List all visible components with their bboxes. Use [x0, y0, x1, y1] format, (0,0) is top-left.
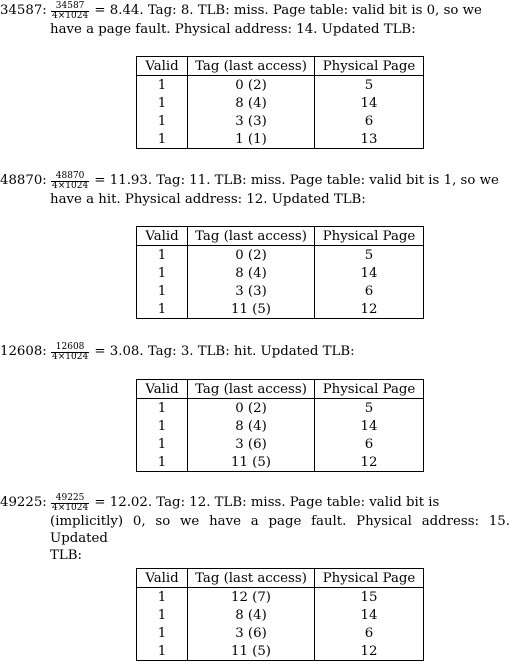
text-line-2: (implicitly) 0, so we have a page fault.… — [50, 514, 510, 546]
fraction: 34587 4×1024 — [51, 1, 90, 21]
col-tag: Tag (last access) — [187, 56, 315, 76]
entry-34587: 34587: 34587 4×1024 = 8.44. Tag: 8. TLB: … — [0, 2, 510, 149]
table-row: 1 11 (5) 12 — [136, 642, 424, 661]
entry-49225: 49225: 49225 4×1024 = 12.02. Tag: 12. TLB… — [0, 494, 510, 661]
text-line-1: = 3.08. Tag: 3. TLB: hit. Updated TLB: — [94, 344, 355, 359]
text-line-2: have a page fault. Physical address: 14.… — [50, 22, 416, 37]
text-line-1: = 12.02. Tag: 12. TLB: miss. Page table:… — [94, 495, 440, 510]
fraction: 49225 4×1024 — [51, 493, 90, 513]
text-line-3: TLB: — [50, 548, 82, 563]
text-line-1: = 11.93. Tag: 11. TLB: miss. Page table:… — [94, 173, 499, 188]
text-line-2: have a hit. Physical address: 12. Update… — [50, 192, 366, 207]
entry-12608: 12608: 12608 4×1024 = 3.08. Tag: 3. TLB: … — [0, 343, 510, 472]
text-line-1: = 8.44. Tag: 8. TLB: miss. Page table: v… — [94, 3, 482, 18]
table-header: Valid Tag (last access) Physical Page — [136, 56, 424, 76]
virtual-address: 49225: — [0, 495, 47, 510]
col-physical-page: Physical Page — [314, 226, 424, 246]
col-valid: Valid — [136, 568, 188, 588]
col-physical-page: Physical Page — [314, 56, 424, 76]
col-tag: Tag (last access) — [187, 379, 315, 399]
entry-text: 49225: 49225 4×1024 = 12.02. Tag: 12. TLB… — [0, 494, 510, 564]
table-row: 1 12 (7) 15 — [136, 587, 424, 606]
fraction: 48870 4×1024 — [51, 171, 90, 191]
fraction: 12608 4×1024 — [51, 342, 90, 362]
virtual-address: 34587: — [0, 3, 47, 18]
virtual-address: 48870: — [0, 173, 47, 188]
col-tag: Tag (last access) — [187, 226, 315, 246]
table-row: 1 11 (5) 12 — [136, 453, 424, 472]
col-physical-page: Physical Page — [314, 568, 424, 588]
col-tag: Tag (last access) — [187, 568, 315, 588]
table-header: Valid Tag (last access) Physical Page — [136, 379, 424, 399]
virtual-address: 12608: — [0, 344, 47, 359]
entry-text: 48870: 48870 4×1024 = 11.93. Tag: 11. TLB… — [0, 172, 510, 208]
entry-48870: 48870: 48870 4×1024 = 11.93. Tag: 11. TLB… — [0, 172, 510, 319]
entry-text: 34587: 34587 4×1024 = 8.44. Tag: 8. TLB: … — [0, 2, 510, 38]
entry-text: 12608: 12608 4×1024 = 3.08. Tag: 3. TLB: … — [0, 343, 510, 362]
col-valid: Valid — [136, 226, 188, 246]
col-valid: Valid — [136, 379, 188, 399]
col-valid: Valid — [136, 56, 188, 76]
table-row: 1 11 (5) 12 — [136, 300, 424, 319]
col-physical-page: Physical Page — [314, 379, 424, 399]
table-header: Valid Tag (last access) Physical Page — [136, 568, 424, 588]
table-header: Valid Tag (last access) Physical Page — [136, 226, 424, 246]
